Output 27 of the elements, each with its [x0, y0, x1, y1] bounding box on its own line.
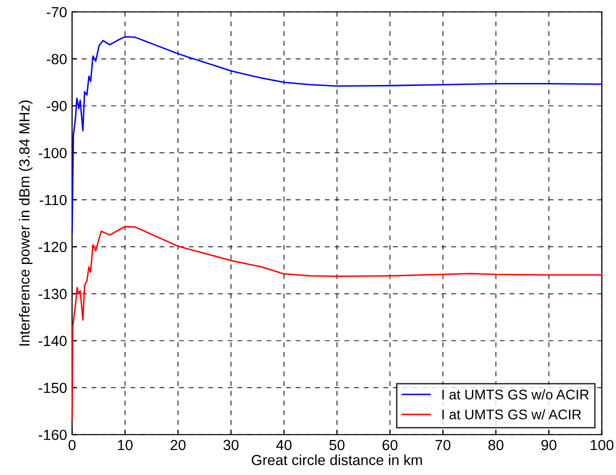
line-series — [71, 226, 603, 422]
y-tick-label: -120 — [38, 242, 67, 252]
x-tick-label: 40 — [276, 440, 292, 450]
x-tick-label: 80 — [488, 440, 504, 450]
x-tick-label: 100 — [590, 440, 614, 450]
y-tick-label: -100 — [38, 148, 67, 158]
x-tick-label: 70 — [436, 440, 450, 450]
y-tick-label: -160 — [38, 430, 67, 440]
y-tick-label: -80 — [46, 54, 67, 64]
legend-label: I at UMTS GS w/ ACIR — [442, 409, 581, 420]
legend-label: I at UMTS GS w/o ACIR — [442, 389, 589, 400]
y-tick-label: -110 — [40, 194, 67, 206]
x-tick-label: 60 — [382, 440, 398, 450]
y-tick-label: -140 — [38, 336, 67, 346]
x-tick-label: 50 — [329, 440, 344, 450]
x-tick-label: 20 — [170, 440, 186, 450]
y-tick-label: -90 — [46, 100, 67, 112]
y-tick-label: -130 — [38, 288, 67, 300]
x-tick-label: 10 — [118, 440, 133, 450]
x-tick-label: 30 — [223, 440, 239, 450]
x-tick-label: 0 — [68, 440, 76, 450]
y-tick-label: -150 — [38, 382, 67, 394]
y-axis-title: Interference power in dBm (3.84 MHz) — [18, 100, 32, 346]
x-tick-label: 90 — [541, 440, 556, 450]
x-axis-title: Great circle distance in km — [252, 454, 422, 466]
y-tick-label: -70 — [46, 6, 67, 18]
line-series — [71, 36, 603, 234]
